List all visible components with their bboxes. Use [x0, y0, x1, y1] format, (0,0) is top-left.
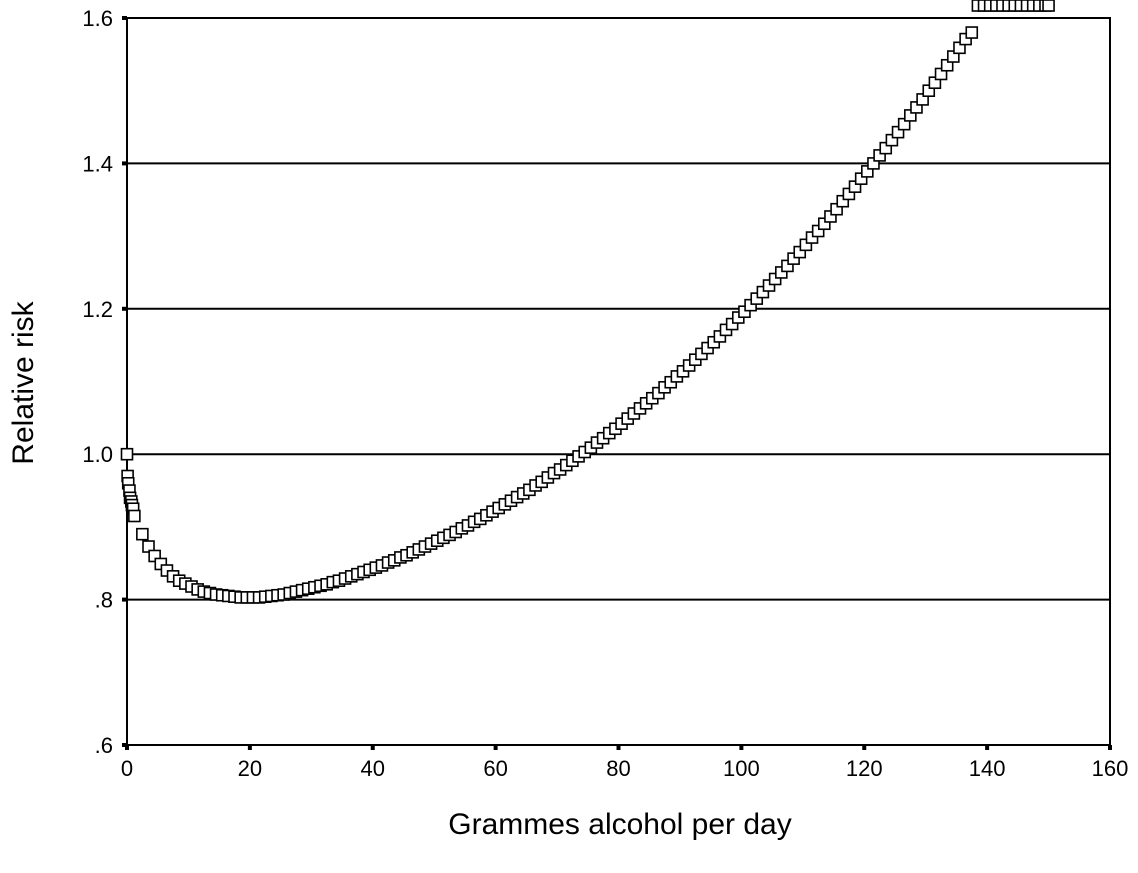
x-tick-label: 0	[121, 756, 133, 781]
y-tick-label: 1.2	[82, 297, 113, 322]
x-tick-label: 120	[846, 756, 883, 781]
horizontal-gridlines	[127, 162, 1110, 601]
x-tick-label: 40	[361, 756, 385, 781]
x-tick-label: 60	[483, 756, 507, 781]
x-axis: 0 20 40 60 80 100 120 140 160	[121, 745, 1128, 781]
x-axis-title: Grammes alcohol per day	[448, 808, 791, 841]
y-axis-title: Relative risk	[7, 300, 40, 464]
y-tick-label: .6	[95, 733, 113, 758]
x-tick-label: 160	[1092, 756, 1129, 781]
data-point	[965, 26, 979, 39]
y-axis: .6 .8 1.0 1.2 1.4 1.6	[82, 6, 127, 758]
y-tick-label: 1.0	[82, 442, 113, 467]
data-point	[120, 447, 134, 461]
data-point	[136, 527, 149, 541]
y-tick-label: 1.4	[82, 151, 113, 176]
data-points	[120, 0, 1055, 604]
x-tick-label: 100	[723, 756, 760, 781]
x-tick-label: 80	[606, 756, 630, 781]
y-tick-label: .8	[95, 588, 113, 613]
data-point	[128, 509, 141, 523]
x-tick-label: 20	[238, 756, 262, 781]
data-point	[1042, 0, 1055, 12]
y-tick-label: 1.6	[82, 6, 113, 31]
x-tick-label: 140	[969, 756, 1006, 781]
